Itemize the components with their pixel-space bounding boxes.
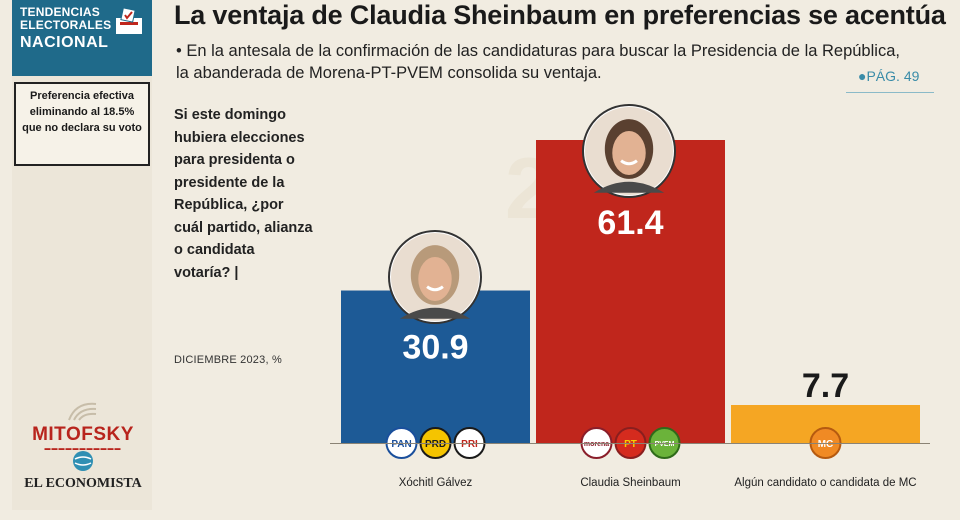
methodology-note: Preferencia efectiva eliminando al 18.5%…	[14, 82, 150, 166]
brand-line-1: TENDENCIAS	[20, 5, 101, 19]
portrait-shoulders	[593, 181, 665, 193]
brand-line-2: ELECTORALES	[20, 18, 112, 32]
mitofsky-rule: ▬▬▬▬▬▬▬▬▬▬▬	[44, 446, 122, 452]
candidate-photo-claudia	[582, 104, 676, 198]
globe-icon	[73, 451, 93, 471]
page-reference[interactable]: ●PÁG. 49	[858, 68, 919, 84]
ballot-box-icon	[116, 8, 142, 34]
bullet-icon: ●	[858, 68, 867, 84]
mitofsky-logo: MITOFSKY ▬▬▬▬▬▬▬▬▬▬▬	[22, 400, 144, 452]
portrait-face	[612, 131, 646, 175]
mitofsky-emblem-icon	[68, 402, 97, 421]
data-label: 61.4	[597, 204, 663, 242]
page-reference-label: PÁG. 49	[866, 68, 920, 84]
party-logo-label: PRD	[425, 439, 446, 450]
category-label: Claudia Sheinbaum	[580, 477, 680, 489]
data-label: 30.9	[402, 329, 468, 367]
party-logo-label: PVEM	[655, 441, 675, 448]
brand-line-3: NACIONAL	[20, 34, 109, 51]
survey-date: DICIEMBRE 2023, %	[174, 354, 282, 366]
portrait-shoulders	[399, 307, 471, 319]
party-logo-label: PRI	[461, 439, 478, 450]
mitofsky-wordmark: MITOFSKY	[32, 424, 134, 445]
section-brand: TENDENCIAS ELECTORALES NACIONAL	[12, 0, 152, 76]
data-label: 7.7	[802, 367, 849, 405]
page-title: La ventaja de Claudia Sheinbaum en prefe…	[174, 0, 946, 30]
economista-wordmark: EL ECONOMISTA	[24, 476, 142, 491]
economista-logo: EL ECONOMISTA	[18, 450, 148, 492]
party-logo-label: MC	[818, 439, 834, 450]
party-logo-label: PAN	[391, 439, 411, 450]
party-logo-label: morena	[584, 441, 609, 448]
portrait-smile	[620, 159, 638, 166]
page-subtitle: • En la antesala de la confirmación de l…	[176, 42, 900, 82]
survey-question: Si este domingo hubiera elecciones para …	[174, 107, 313, 281]
portrait-face	[418, 257, 452, 301]
party-logo-label: PT	[624, 439, 637, 450]
portrait-smile	[426, 285, 444, 292]
category-label: Algún candidato o candidata de MC	[734, 477, 916, 489]
divider	[846, 92, 934, 93]
sidebar: TENDENCIAS ELECTORALES NACIONAL Preferen…	[12, 0, 152, 510]
category-label: Xóchitl Gálvez	[399, 477, 473, 489]
candidate-photo-xochitl	[388, 230, 482, 324]
chart-baseline	[330, 443, 930, 444]
